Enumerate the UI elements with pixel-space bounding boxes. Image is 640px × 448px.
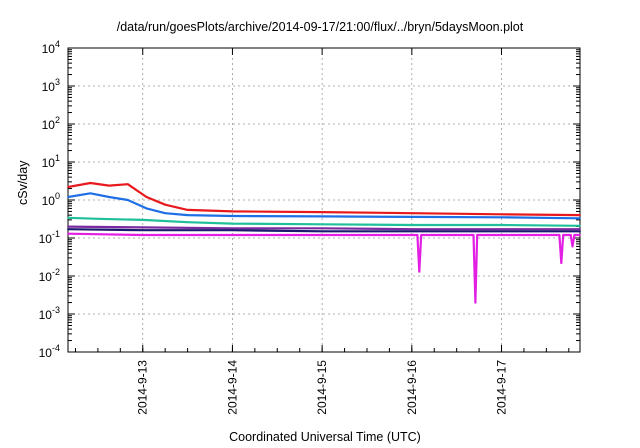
series-2-point xyxy=(321,215,323,218)
series-6-point xyxy=(571,245,574,248)
series-1-point xyxy=(500,213,503,216)
y-tick-label: 10-3 xyxy=(39,305,60,322)
series-3-point xyxy=(141,219,144,221)
series-1-point xyxy=(67,186,69,188)
series-1-point xyxy=(321,211,323,214)
series-6-point xyxy=(141,234,144,236)
series-2-point xyxy=(67,196,69,198)
series-2-point xyxy=(410,216,413,218)
series-2-point xyxy=(579,217,581,220)
y-tick-label: 10-1 xyxy=(39,229,60,246)
series-6-point xyxy=(500,234,503,236)
series-6-point xyxy=(558,234,561,236)
y-tick-label: 100 xyxy=(42,191,60,208)
series-4-point xyxy=(410,228,413,231)
series-3-point xyxy=(186,221,189,224)
y-axis-label: cSv/day xyxy=(16,160,30,205)
series-line-1 xyxy=(68,181,580,217)
series-2-point xyxy=(500,216,503,219)
series-line-6 xyxy=(68,232,580,304)
series-6-point xyxy=(474,301,477,304)
series-1-point xyxy=(231,210,234,213)
series-6-point xyxy=(420,234,423,236)
series-3-point xyxy=(500,224,503,226)
series-5-point xyxy=(321,230,323,233)
series-1-point xyxy=(89,182,92,184)
series-line-3 xyxy=(68,216,580,227)
series-1-point xyxy=(126,183,129,186)
series-5-point xyxy=(410,230,413,233)
series-1-point xyxy=(579,214,581,217)
series-4-point xyxy=(141,226,144,229)
series-line-2 xyxy=(68,192,580,220)
series-6-point xyxy=(410,234,413,236)
series-3-point xyxy=(410,224,413,226)
y-tick-label: 104 xyxy=(42,39,60,56)
series-3-point xyxy=(231,222,234,225)
series-4-point xyxy=(67,225,69,228)
series-2-point xyxy=(231,215,234,217)
series-6-point xyxy=(67,232,69,235)
series-6-point xyxy=(231,234,234,236)
x-tick-label: 2014-9-16 xyxy=(405,360,419,415)
series-2-point xyxy=(164,212,167,215)
series-6-point xyxy=(472,234,475,236)
series-6-point xyxy=(560,262,563,264)
y-tick-label: 101 xyxy=(42,153,60,170)
series-5-point xyxy=(67,228,69,231)
series-1-point xyxy=(410,212,413,215)
series-6-point xyxy=(455,234,458,236)
series-3-point xyxy=(321,223,323,226)
series-2-point xyxy=(126,199,129,201)
series-1-point xyxy=(164,203,167,206)
series-5-point xyxy=(141,229,144,232)
y-tick-label: 102 xyxy=(42,115,60,132)
series-4-point xyxy=(321,227,323,230)
series-6-point xyxy=(321,234,323,236)
chart-title: /data/run/goesPlots/archive/2014-09-17/2… xyxy=(116,20,524,34)
series-4-point xyxy=(500,228,503,231)
x-axis-label: Coordinated Universal Time (UTC) xyxy=(229,430,421,444)
series-5-point xyxy=(579,230,581,233)
series-6-point xyxy=(579,234,581,236)
x-tick-label: 2014-9-13 xyxy=(136,360,150,415)
series-2-point xyxy=(145,207,148,210)
x-tick-label: 2014-9-14 xyxy=(225,360,239,415)
series-1-point xyxy=(186,209,189,211)
series-6-point xyxy=(562,234,565,236)
series-3-point xyxy=(67,216,69,219)
series-3-point xyxy=(579,224,581,227)
series-2-point xyxy=(108,196,110,198)
y-tick-label: 10-4 xyxy=(39,343,60,360)
series-2-point xyxy=(186,214,189,217)
series-1-point xyxy=(145,196,148,198)
x-tick-label: 2014-9-17 xyxy=(495,360,509,415)
y-tick-label: 103 xyxy=(42,77,60,94)
series-6-point xyxy=(476,234,479,236)
series-2-point xyxy=(89,192,92,195)
series-6-point xyxy=(418,270,421,273)
series-6-point xyxy=(573,234,576,236)
series-4-point xyxy=(231,227,234,230)
series-5-point xyxy=(231,229,234,232)
series-4-point xyxy=(579,228,581,231)
x-tick-label: 2014-9-15 xyxy=(315,360,329,415)
series-6-point xyxy=(416,234,419,236)
y-tick-label: 10-2 xyxy=(39,267,60,284)
series-1-point xyxy=(108,184,110,187)
series-3-point xyxy=(97,217,99,220)
series-5-point xyxy=(500,230,503,233)
series-line-4 xyxy=(68,225,580,231)
series-6-point xyxy=(569,234,572,236)
